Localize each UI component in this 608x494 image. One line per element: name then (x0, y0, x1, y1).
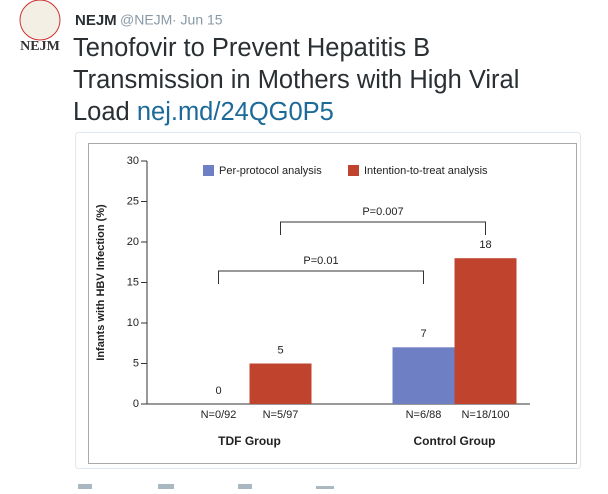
retweet-icon[interactable] (158, 484, 174, 489)
n-label: N=0/92 (201, 409, 237, 421)
y-tick-label: 5 (133, 357, 139, 369)
value-label: 18 (479, 239, 491, 251)
reply-icon[interactable] (78, 484, 92, 489)
value-label: 0 (215, 385, 221, 397)
value-label: 5 (277, 344, 283, 356)
tweet-text: Tenofovir to Prevent Hepatitis B Transmi… (73, 34, 520, 126)
y-axis-label: Infants with HBV Infection (%) (95, 204, 107, 361)
action-bar (78, 484, 334, 489)
bar (392, 347, 455, 404)
author-name[interactable]: NEJM (75, 12, 117, 29)
n-label: N=18/100 (461, 409, 509, 421)
y-tick-label: 20 (127, 236, 139, 248)
significance-bracket (218, 270, 424, 284)
legend-label: Per-protocol analysis (219, 165, 322, 177)
author-handle[interactable]: @NEJM (120, 12, 172, 28)
n-label: N=5/97 (263, 409, 299, 421)
y-tick-label: 0 (133, 398, 139, 410)
tweet-link[interactable]: nej.md/24QG0P5 (136, 98, 334, 126)
chart: 0 5 10 15 20 25 30 Infants with HBV Infection (… (95, 155, 530, 448)
more-icon[interactable] (316, 486, 334, 489)
y-tick-label: 25 (127, 195, 139, 207)
y-tick-label: 10 (127, 317, 139, 329)
legend-label: Intention-to-treat analysis (364, 165, 488, 177)
n-label: N=6/88 (406, 409, 442, 421)
y-tick-label: 15 (127, 276, 139, 288)
bar (249, 363, 312, 404)
x-tick-label: Control Group (414, 434, 496, 448)
x-tick-label: TDF Group (218, 434, 281, 448)
logo-text: NEJM (20, 39, 60, 54)
significance-bracket (280, 221, 486, 235)
tweet-date[interactable]: · Jun 15 (172, 12, 223, 28)
annotation: P=0.01 (303, 255, 338, 267)
tweet-body: Tenofovir to Prevent Hepatitis B Transmi… (73, 32, 573, 128)
legend-swatch (203, 165, 214, 176)
annotation: P=0.007 (362, 206, 403, 218)
value-label: 7 (420, 328, 426, 340)
like-icon[interactable] (238, 484, 252, 489)
y-tick-label: 30 (127, 155, 139, 167)
legend-swatch (348, 165, 359, 176)
avatar[interactable] (19, 0, 61, 41)
bar (454, 258, 517, 404)
tweet-text-block: Tenofovir to Prevent Hepatitis B Transmi… (73, 32, 573, 128)
